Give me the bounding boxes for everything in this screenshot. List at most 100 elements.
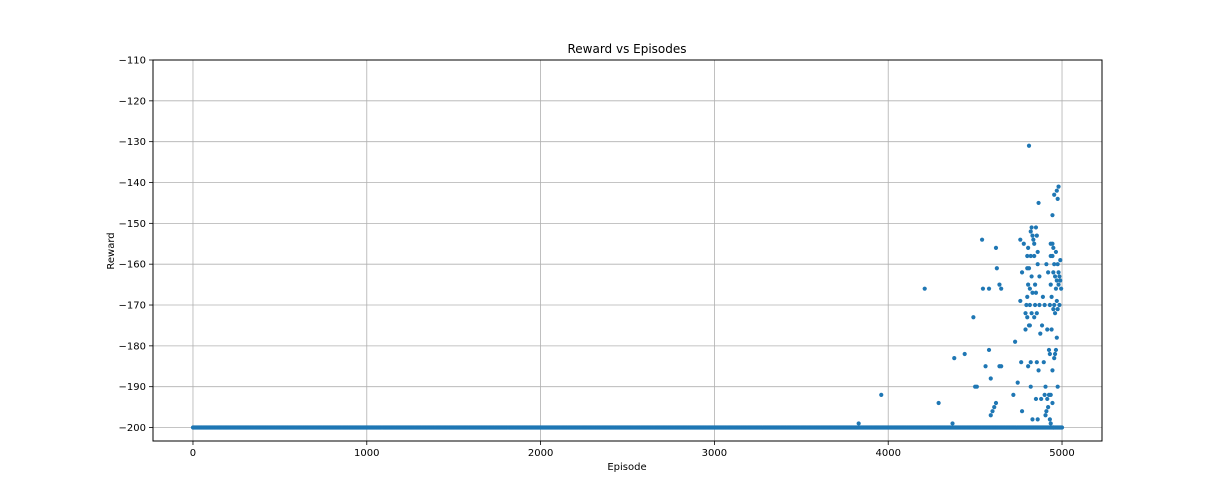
data-point bbox=[1051, 307, 1056, 312]
data-point bbox=[1026, 282, 1031, 287]
data-point bbox=[1049, 327, 1054, 332]
data-point bbox=[1055, 196, 1060, 201]
data-point bbox=[962, 351, 967, 357]
data-point bbox=[994, 266, 999, 271]
data-point bbox=[1028, 229, 1033, 234]
data-point bbox=[1056, 270, 1061, 275]
data-point bbox=[922, 286, 927, 291]
plot-frame bbox=[152, 59, 1103, 442]
data-point bbox=[1042, 392, 1047, 397]
y-tick-label: −190 bbox=[119, 382, 146, 393]
data-point bbox=[1043, 413, 1048, 418]
data-point bbox=[1052, 302, 1057, 308]
data-point bbox=[974, 384, 979, 389]
data-point bbox=[1030, 417, 1035, 422]
data-point bbox=[1034, 311, 1039, 316]
data-point bbox=[1015, 380, 1020, 385]
data-point bbox=[1032, 241, 1037, 246]
data-point bbox=[1025, 294, 1030, 299]
data-point bbox=[1018, 298, 1023, 304]
plot-area bbox=[153, 60, 1102, 441]
data-point bbox=[1029, 274, 1034, 279]
data-point bbox=[983, 364, 988, 369]
data-point bbox=[1045, 327, 1050, 332]
y-tick-label: −170 bbox=[119, 301, 146, 312]
data-point bbox=[1050, 400, 1055, 406]
data-point bbox=[856, 421, 861, 426]
data-point bbox=[879, 392, 884, 397]
data-point bbox=[1032, 253, 1037, 259]
data-point bbox=[1041, 360, 1046, 365]
data-point bbox=[1048, 392, 1053, 397]
data-point bbox=[1045, 396, 1050, 402]
data-point bbox=[1034, 360, 1039, 365]
data-point bbox=[1052, 356, 1057, 361]
grid-lines bbox=[153, 59, 1102, 441]
chart-title: Reward vs Episodes bbox=[567, 42, 686, 56]
data-point bbox=[1050, 253, 1055, 259]
data-point bbox=[1011, 392, 1016, 397]
data-point bbox=[1043, 384, 1048, 389]
data-point bbox=[1027, 302, 1032, 308]
data-point bbox=[1052, 192, 1057, 197]
y-tick-label: −120 bbox=[119, 96, 146, 107]
data-point bbox=[988, 376, 993, 381]
data-point bbox=[990, 409, 995, 414]
data-point bbox=[1028, 253, 1033, 259]
data-point bbox=[1058, 278, 1063, 283]
data-point bbox=[988, 413, 993, 418]
data-point bbox=[1056, 282, 1061, 287]
data-point bbox=[1035, 262, 1040, 267]
data-point bbox=[997, 282, 1002, 287]
x-tick-label: 3000 bbox=[702, 448, 727, 459]
data-point bbox=[992, 405, 997, 410]
data-point bbox=[1054, 298, 1059, 304]
data-point bbox=[1050, 368, 1055, 373]
y-axis-label: Reward bbox=[106, 232, 117, 269]
data-point bbox=[1013, 339, 1018, 344]
x-tick-label: 0 bbox=[190, 448, 196, 459]
data-point bbox=[1032, 282, 1038, 287]
y-tick-label: −140 bbox=[119, 178, 146, 189]
y-tick-label: −200 bbox=[119, 423, 146, 434]
data-point bbox=[1039, 396, 1044, 402]
x-tick-label: 2000 bbox=[528, 448, 553, 459]
data-point bbox=[1030, 290, 1035, 295]
data-point bbox=[1025, 253, 1030, 259]
data-point bbox=[1054, 278, 1059, 283]
data-point bbox=[1023, 327, 1028, 332]
data-point bbox=[1054, 188, 1059, 193]
data-point bbox=[1021, 241, 1026, 246]
data-point bbox=[1047, 351, 1052, 357]
data-point bbox=[1033, 396, 1039, 402]
data-point bbox=[1035, 417, 1040, 422]
y-tick-label: −180 bbox=[119, 341, 146, 352]
data-point bbox=[1032, 302, 1038, 308]
data-point bbox=[1037, 302, 1042, 308]
data-point bbox=[980, 286, 986, 291]
data-point bbox=[1029, 225, 1034, 230]
data-point bbox=[1030, 233, 1035, 238]
data-point bbox=[1025, 315, 1030, 320]
data-point bbox=[993, 245, 999, 250]
data-point bbox=[1037, 274, 1042, 279]
data-point bbox=[979, 237, 985, 242]
data-point bbox=[1027, 323, 1032, 328]
data-point bbox=[1035, 249, 1040, 255]
data-point bbox=[1019, 409, 1025, 414]
data-point bbox=[999, 364, 1004, 369]
data-point bbox=[1026, 143, 1032, 148]
data-point bbox=[986, 347, 992, 353]
data-point bbox=[999, 286, 1004, 291]
data-point bbox=[1036, 200, 1041, 206]
data-point bbox=[1033, 290, 1039, 295]
data-point bbox=[1033, 225, 1039, 230]
data-point bbox=[1036, 368, 1041, 373]
y-tick-label: −130 bbox=[119, 137, 146, 148]
data-point bbox=[1019, 360, 1024, 365]
data-point bbox=[1050, 241, 1055, 246]
data-point bbox=[1057, 302, 1062, 308]
x-tick-label: 1000 bbox=[354, 448, 379, 459]
y-tick-label: −150 bbox=[119, 219, 146, 230]
data-point bbox=[1058, 258, 1063, 263]
